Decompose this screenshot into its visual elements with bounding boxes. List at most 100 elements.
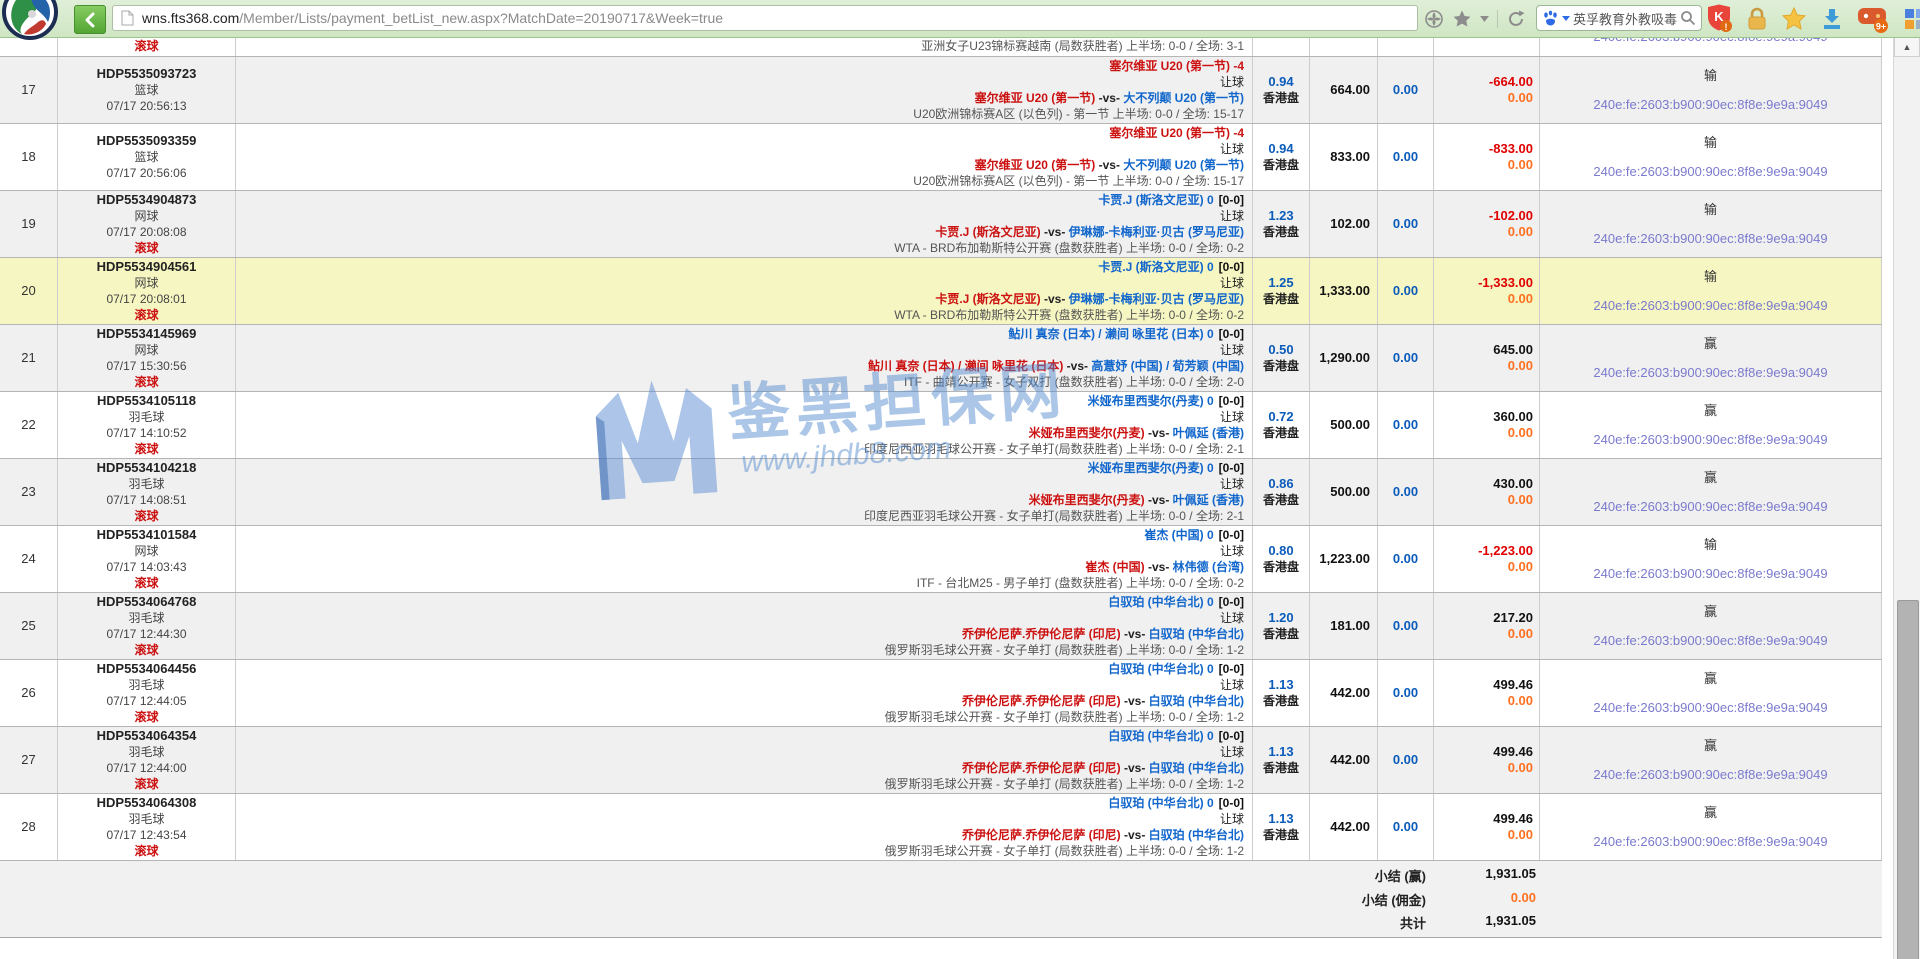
bet-selection: 白驭珀 (中华台北) 0: [1108, 595, 1214, 609]
games-icon[interactable]: 9+: [1858, 4, 1890, 34]
result-value: 499.46: [1493, 677, 1533, 692]
market-type: 香港盘: [1262, 426, 1299, 440]
site-logo-soccer-ball: [2, 0, 58, 40]
odds-cell: 0.86 香港盘: [1253, 459, 1310, 525]
commission-value: 0.00: [1392, 618, 1419, 633]
league: ITF - 曲靖公开赛 - 女子双打 (盘数获胜者) 上半场: 0-0 / 全场…: [903, 375, 1244, 389]
compatibility-icon[interactable]: [1424, 9, 1444, 29]
bet-id: HDP5535093723: [96, 66, 197, 81]
antivirus-shield-icon[interactable]: K !: [1706, 4, 1732, 34]
bet-id: HDP5534105118: [96, 393, 197, 408]
bet-info-cell: HDP5534105118 羽毛球 07/17 14:10:52 滚球: [58, 392, 236, 458]
svg-text:K: K: [1714, 9, 1724, 24]
commission-cell: 0.00: [1378, 459, 1434, 525]
vertical-scrollbar[interactable]: ▲: [1893, 37, 1920, 959]
commission-cell: 0.00: [1378, 727, 1434, 793]
result-commission: 0.00: [1507, 291, 1533, 306]
live-label: 滚球: [134, 777, 159, 791]
odds-cell: 0.94 香港盘: [1253, 57, 1310, 123]
star-dropdown-icon[interactable]: [1480, 15, 1489, 22]
summary-section: 小结 (赢) 1,931.05 小结 (佣金) 0.00 共计 1,931.05: [0, 861, 1882, 938]
table-row: 28 HDP5534064308 羽毛球 07/17 12:43:54 滚球 白…: [0, 794, 1882, 861]
bet-info-cell: HDP5534101584 网球 07/17 14:03:43 滚球: [58, 526, 236, 592]
home-team: 乔伊伦尼萨.乔伊伦尼萨 (印尼): [961, 694, 1121, 708]
away-team: 大不列颠 U20 (第一节): [1123, 91, 1244, 105]
ip-address: 240e:fe:2603:b900:90ec:8f8e:9e9a:9049: [1593, 163, 1828, 179]
search-input[interactable]: 英孚教育外教吸毒: [1573, 11, 1677, 27]
bet-type: 让球: [1219, 410, 1244, 424]
row-number: 18: [0, 124, 58, 190]
address-bar[interactable]: wns.fts368.com/Member/Lists/payment_betL…: [112, 5, 1418, 31]
favorite-star-icon[interactable]: [1452, 9, 1472, 29]
row-number: 19: [0, 191, 58, 257]
amount-cell: 181.00: [1310, 593, 1378, 659]
ip-address: 240e:fe:2603:b900:90ec:8f8e:9e9a:9049: [1540, 37, 1881, 45]
odds-value: 0.94: [1268, 141, 1294, 156]
odds-value: 1.13: [1268, 677, 1294, 692]
amount-cell: 500.00: [1310, 392, 1378, 458]
commission-cell: 0.00: [1378, 593, 1434, 659]
away-team: 白驭珀 (中华台北): [1148, 761, 1244, 775]
bet-type: 让球: [1219, 745, 1244, 759]
bet-amount: 1,333.00: [1319, 283, 1370, 298]
odds-value: 0.86: [1268, 476, 1294, 491]
summary-label: 小结 (赢): [1374, 868, 1426, 884]
match-detail-cell: 白驭珀 (中华台北) 0 [0-0] 让球 乔伊伦尼萨.乔伊伦尼萨 (印尼) -v…: [236, 727, 1253, 793]
odds-value: 1.25: [1268, 275, 1294, 290]
live-label: 滚球: [134, 509, 159, 523]
win-lose-label: 赢: [1703, 670, 1717, 686]
row-number: 25: [0, 593, 58, 659]
commission-value: 0.00: [1392, 417, 1419, 432]
row-number: 22: [0, 392, 58, 458]
bet-amount: 442.00: [1330, 685, 1370, 700]
search-icon[interactable]: [1680, 10, 1696, 26]
row-number: 17: [0, 57, 58, 123]
status-cell: 赢 240e:fe:2603:b900:90ec:8f8e:9e9a:9049: [1540, 325, 1882, 391]
download-icon[interactable]: [1820, 7, 1844, 31]
live-score: [0-0]: [1218, 193, 1244, 207]
result-commission: 0.00: [1507, 425, 1533, 440]
scrollbar-thumb[interactable]: [1897, 600, 1919, 959]
bet-selection: 白驭珀 (中华台北) 0: [1108, 796, 1214, 810]
live-label: 滚球: [134, 375, 159, 389]
result-value: 360.00: [1493, 409, 1533, 424]
home-team: 卡贾.J (斯洛文尼亚): [935, 292, 1041, 306]
summary-value: 0.00: [1510, 889, 1536, 905]
bookmark-star-icon[interactable]: [1782, 7, 1806, 31]
home-team: 塞尔维亚 U20 (第一节): [974, 158, 1096, 172]
match-detail-cell: 塞尔维亚 U20 (第一节) -4 让球 塞尔维亚 U20 (第一节) -vs-…: [236, 57, 1253, 123]
baidu-logo-icon[interactable]: [1542, 10, 1559, 27]
bet-amount: 442.00: [1330, 752, 1370, 767]
scroll-up-arrow[interactable]: ▲: [1894, 37, 1920, 57]
sport-label: 羽毛球: [128, 812, 165, 826]
result-cell: -102.00 0.00: [1434, 191, 1540, 257]
result-cell: -1,223.00 0.00: [1434, 526, 1540, 592]
bet-info-cell: HDP5534064308 羽毛球 07/17 12:43:54 滚球: [58, 794, 236, 860]
search-engine-dropdown-icon[interactable]: [1562, 15, 1570, 21]
win-lose-label: 赢: [1703, 469, 1717, 485]
win-lose-label: 输: [1703, 67, 1717, 83]
win-lose-label: 输: [1703, 268, 1717, 284]
amount-cell: 102.00: [1310, 191, 1378, 257]
sport-label: 羽毛球: [128, 611, 165, 625]
league: 印度尼西亚羽毛球公开赛 - 女子单打(局数获胜者) 上半场: 0-0 / 全场:…: [863, 442, 1244, 456]
live-score: [0-0]: [1218, 796, 1244, 810]
sport-label: 羽毛球: [128, 745, 165, 759]
refresh-icon[interactable]: [1506, 9, 1526, 29]
commission-cell: 0.00: [1378, 660, 1434, 726]
back-button[interactable]: [74, 5, 106, 34]
market-type: 香港盘: [1262, 828, 1299, 842]
bet-info-cell: HDP5534145969 网球 07/17 15:30:56 滚球: [58, 325, 236, 391]
bet-info-cell: HDP5534064456 羽毛球 07/17 12:44:05 滚球: [58, 660, 236, 726]
result-value: -102.00: [1488, 208, 1533, 223]
result-commission: 0.00: [1507, 626, 1533, 641]
baidu-search-box[interactable]: 英孚教育外教吸毒: [1536, 5, 1702, 31]
bet-selection: 鲇川 真奈 (日本) / 濑间 咏里花 (日本) 0: [1008, 327, 1214, 341]
apps-grid-icon[interactable]: [1904, 8, 1920, 30]
ip-address: 240e:fe:2603:b900:90ec:8f8e:9e9a:9049: [1593, 699, 1828, 715]
ip-address: 240e:fe:2603:b900:90ec:8f8e:9e9a:9049: [1593, 565, 1828, 581]
live-score: [0-0]: [1218, 662, 1244, 676]
lock-icon[interactable]: [1746, 7, 1768, 31]
market-type: 香港盘: [1262, 292, 1299, 306]
